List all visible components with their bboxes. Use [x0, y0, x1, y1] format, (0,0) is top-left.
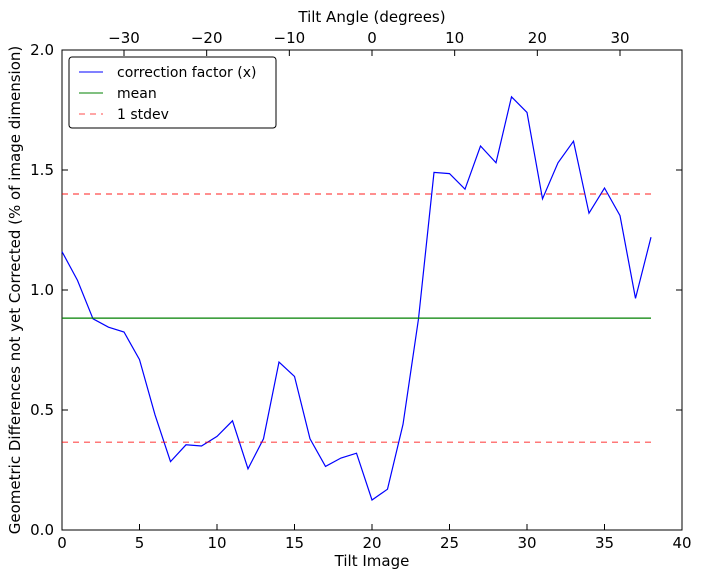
x-axis-ticks: 0 5 10 15 20 25 30 35 40: [57, 524, 692, 552]
top-tick-label: 30: [610, 29, 629, 47]
series-line-correction-factor-x: [61, 95, 652, 501]
y-axis-label: Geometric Differences not yet Corrected …: [6, 46, 24, 535]
plot-area: [61, 49, 683, 531]
top-tick-label: 0: [367, 29, 377, 47]
legend-label-mean: mean: [117, 86, 157, 102]
y-axis-ticks: 0.0 0.5 1.0 1.5 2.0: [30, 41, 682, 539]
y-tick-label: 1.0: [30, 281, 54, 299]
y-tick-label: 0.5: [30, 401, 54, 419]
top-axis-label: Tilt Angle (degrees): [297, 8, 445, 26]
y-tick-label: 0.0: [30, 521, 54, 539]
x-tick-label: 35: [595, 534, 614, 552]
top-tick-label: −20: [191, 29, 223, 47]
top-tick-label: 10: [445, 29, 464, 47]
top-axis-ticks: −30 −20 −10 0 10 20 30: [108, 29, 630, 56]
x-tick-label: 25: [440, 534, 459, 552]
legend-label-correction: correction factor (x): [117, 65, 256, 81]
x-tick-label: 40: [672, 534, 691, 552]
x-tick-label: 15: [285, 534, 304, 552]
y-tick-label: 1.5: [30, 161, 54, 179]
x-tick-label: 5: [135, 534, 145, 552]
x-axis-label: Tilt Image: [334, 552, 410, 570]
x-tick-label: 10: [207, 534, 226, 552]
legend-label-stdev: 1 stdev: [117, 107, 169, 123]
top-tick-label: 20: [528, 29, 547, 47]
y-tick-label: 2.0: [30, 41, 54, 59]
x-tick-label: 30: [517, 534, 536, 552]
top-tick-label: −10: [274, 29, 306, 47]
legend-box: [68, 56, 277, 129]
x-tick-label: 20: [362, 534, 381, 552]
x-tick-label: 0: [57, 534, 67, 552]
legend: correction factor (x) mean 1 stdev: [68, 56, 277, 129]
series-layer: [61, 95, 652, 501]
top-tick-label: −30: [108, 29, 140, 47]
